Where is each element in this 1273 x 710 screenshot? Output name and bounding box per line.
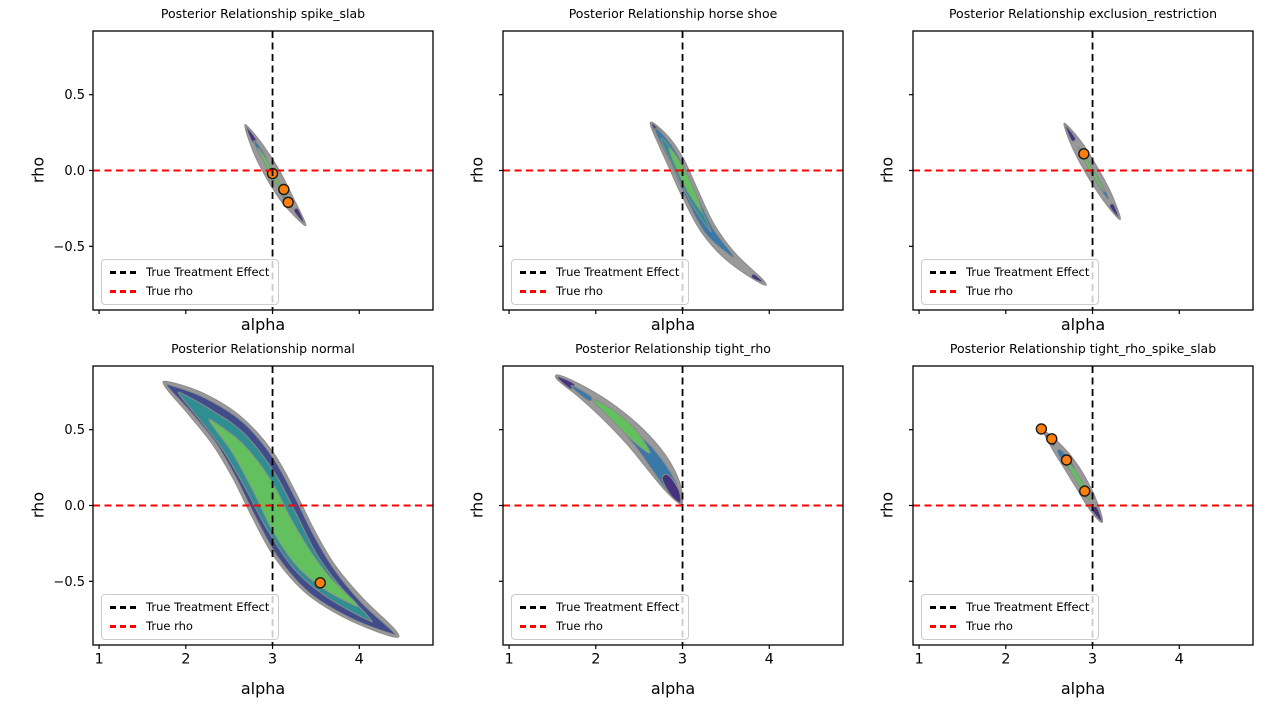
svg-text:4: 4 bbox=[355, 652, 364, 668]
x-axis-label: alpha bbox=[650, 679, 696, 698]
legend-line-true-rho bbox=[930, 290, 957, 293]
y-axis-label: rho bbox=[877, 491, 897, 519]
legend-label: True Treatment Effect bbox=[146, 265, 270, 279]
svg-text:4: 4 bbox=[1175, 652, 1184, 668]
svg-text:0.5: 0.5 bbox=[64, 423, 85, 438]
svg-text:1: 1 bbox=[94, 652, 103, 668]
svg-text:4: 4 bbox=[765, 652, 774, 668]
svg-text:−0.5: −0.5 bbox=[53, 240, 85, 255]
legend: True Treatment Effect True rho bbox=[101, 594, 280, 640]
legend-item: True rho bbox=[930, 619, 1089, 634]
y-axis-label: rho bbox=[877, 156, 897, 184]
legend-label: True rho bbox=[966, 619, 1013, 633]
subplot-title: Posterior Relationship spike_slab bbox=[160, 6, 366, 21]
legend-item: True Treatment Effect bbox=[930, 265, 1089, 280]
y-axis-label: rho bbox=[467, 491, 487, 519]
svg-text:2: 2 bbox=[1001, 652, 1010, 668]
legend-item: True rho bbox=[520, 284, 679, 299]
legend-item: True rho bbox=[520, 619, 679, 634]
legend: True Treatment Effect True rho bbox=[921, 594, 1100, 640]
legend-line-true-treatment-effect bbox=[110, 271, 137, 274]
legend-line-true-rho bbox=[520, 290, 547, 293]
legend-line-true-rho bbox=[110, 290, 137, 293]
legend-label: True rho bbox=[556, 619, 603, 633]
svg-text:2: 2 bbox=[181, 652, 190, 668]
legend-label: True rho bbox=[966, 284, 1013, 298]
legend-item: True Treatment Effect bbox=[930, 600, 1089, 615]
legend-label: True rho bbox=[146, 284, 193, 298]
legend-item: True rho bbox=[110, 619, 269, 634]
y-axis-label: rho bbox=[28, 156, 48, 184]
legend-line-true-treatment-effect bbox=[110, 606, 137, 609]
legend-label: True Treatment Effect bbox=[556, 265, 680, 279]
svg-text:3: 3 bbox=[268, 652, 277, 668]
y-axis-label: rho bbox=[467, 156, 487, 184]
legend: True Treatment Effect True rho bbox=[101, 259, 280, 305]
legend-line-true-treatment-effect bbox=[930, 271, 957, 274]
y-axis-label: rho bbox=[28, 491, 48, 519]
legend-item: True Treatment Effect bbox=[520, 600, 679, 615]
legend-label: True rho bbox=[556, 284, 603, 298]
svg-text:0.0: 0.0 bbox=[64, 164, 85, 179]
subplot-title: Posterior Relationship normal bbox=[171, 341, 355, 356]
legend-item: True Treatment Effect bbox=[110, 600, 269, 615]
legend: True Treatment Effect True rho bbox=[921, 259, 1100, 305]
svg-text:2: 2 bbox=[591, 652, 600, 668]
legend-line-true-rho bbox=[930, 625, 957, 628]
legend-label: True Treatment Effect bbox=[966, 600, 1090, 614]
legend-line-true-treatment-effect bbox=[520, 271, 547, 274]
legend-label: True Treatment Effect bbox=[556, 600, 680, 614]
subplot-title: Posterior Relationship tight_rho bbox=[575, 341, 771, 356]
legend: True Treatment Effect True rho bbox=[511, 259, 690, 305]
x-axis-label: alpha bbox=[1060, 679, 1106, 698]
x-axis-label: alpha bbox=[650, 315, 696, 334]
svg-text:1: 1 bbox=[914, 652, 923, 668]
legend-item: True Treatment Effect bbox=[110, 265, 269, 280]
subplot-title: Posterior Relationship tight_rho_spike_s… bbox=[949, 341, 1217, 356]
svg-text:3: 3 bbox=[1088, 652, 1097, 668]
legend: True Treatment Effect True rho bbox=[511, 594, 690, 640]
legend-line-true-treatment-effect bbox=[520, 606, 547, 609]
subplot-title: Posterior Relationship exclusion_restric… bbox=[948, 6, 1218, 21]
legend-item: True rho bbox=[930, 284, 1089, 299]
legend-label: True Treatment Effect bbox=[966, 265, 1090, 279]
legend-line-true-rho bbox=[110, 625, 137, 628]
legend-item: True Treatment Effect bbox=[520, 265, 679, 280]
svg-text:−0.5: −0.5 bbox=[53, 575, 85, 590]
x-axis-label: alpha bbox=[240, 315, 286, 334]
subplot-title: Posterior Relationship horse shoe bbox=[568, 6, 778, 21]
legend-line-true-treatment-effect bbox=[930, 606, 957, 609]
svg-text:0.5: 0.5 bbox=[64, 88, 85, 103]
svg-text:1: 1 bbox=[504, 652, 513, 668]
svg-text:0.0: 0.0 bbox=[64, 499, 85, 514]
legend-item: True rho bbox=[110, 284, 269, 299]
svg-text:3: 3 bbox=[678, 652, 687, 668]
legend-line-true-rho bbox=[520, 625, 547, 628]
x-axis-label: alpha bbox=[1060, 315, 1106, 334]
legend-label: True Treatment Effect bbox=[146, 600, 270, 614]
legend-label: True rho bbox=[146, 619, 193, 633]
x-axis-label: alpha bbox=[240, 679, 286, 698]
